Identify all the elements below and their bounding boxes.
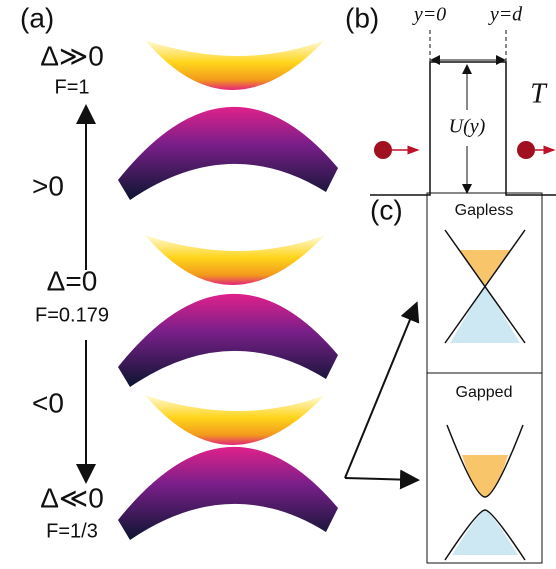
band-surface: [145, 395, 325, 445]
empty-band: [450, 285, 520, 343]
arrow: [345, 478, 416, 480]
particle: [374, 141, 392, 159]
transmission-label: T: [530, 78, 548, 109]
edge-label: y=0: [412, 4, 446, 26]
band-surface: [145, 235, 325, 285]
fano-label: F=1: [54, 76, 89, 98]
band-surfaces: [118, 40, 338, 540]
delta-label: Δ≫0: [40, 40, 104, 71]
band-surface: [118, 447, 338, 540]
empty-band: [452, 510, 518, 555]
panel-label: (c): [370, 194, 403, 225]
box-title: Gapped: [456, 384, 513, 401]
delta-label: Δ=0: [47, 265, 98, 296]
arrow: [345, 305, 416, 478]
delta-label: Δ≪0: [40, 482, 104, 513]
sign-label: <0: [32, 387, 64, 418]
sign-label: >0: [32, 170, 64, 201]
potential-label: U(y): [449, 116, 486, 138]
band-surface: [145, 40, 325, 90]
fano-label: F=1/3: [46, 520, 98, 542]
panel-label: (a): [20, 2, 54, 33]
fano-label: F=0.179: [35, 304, 109, 326]
band-surface: [118, 107, 338, 200]
box-title: Gapless: [455, 202, 514, 219]
particle: [517, 141, 535, 159]
filled-band: [460, 250, 510, 285]
figure: (a) Δ≫0 F=1 >0 Δ=0 F=0.179 <0 Δ≪0 F=1/3 …: [0, 0, 556, 569]
panel-label: (b): [345, 2, 379, 33]
edge-label: y=d: [488, 4, 523, 26]
band-surface: [118, 294, 338, 387]
